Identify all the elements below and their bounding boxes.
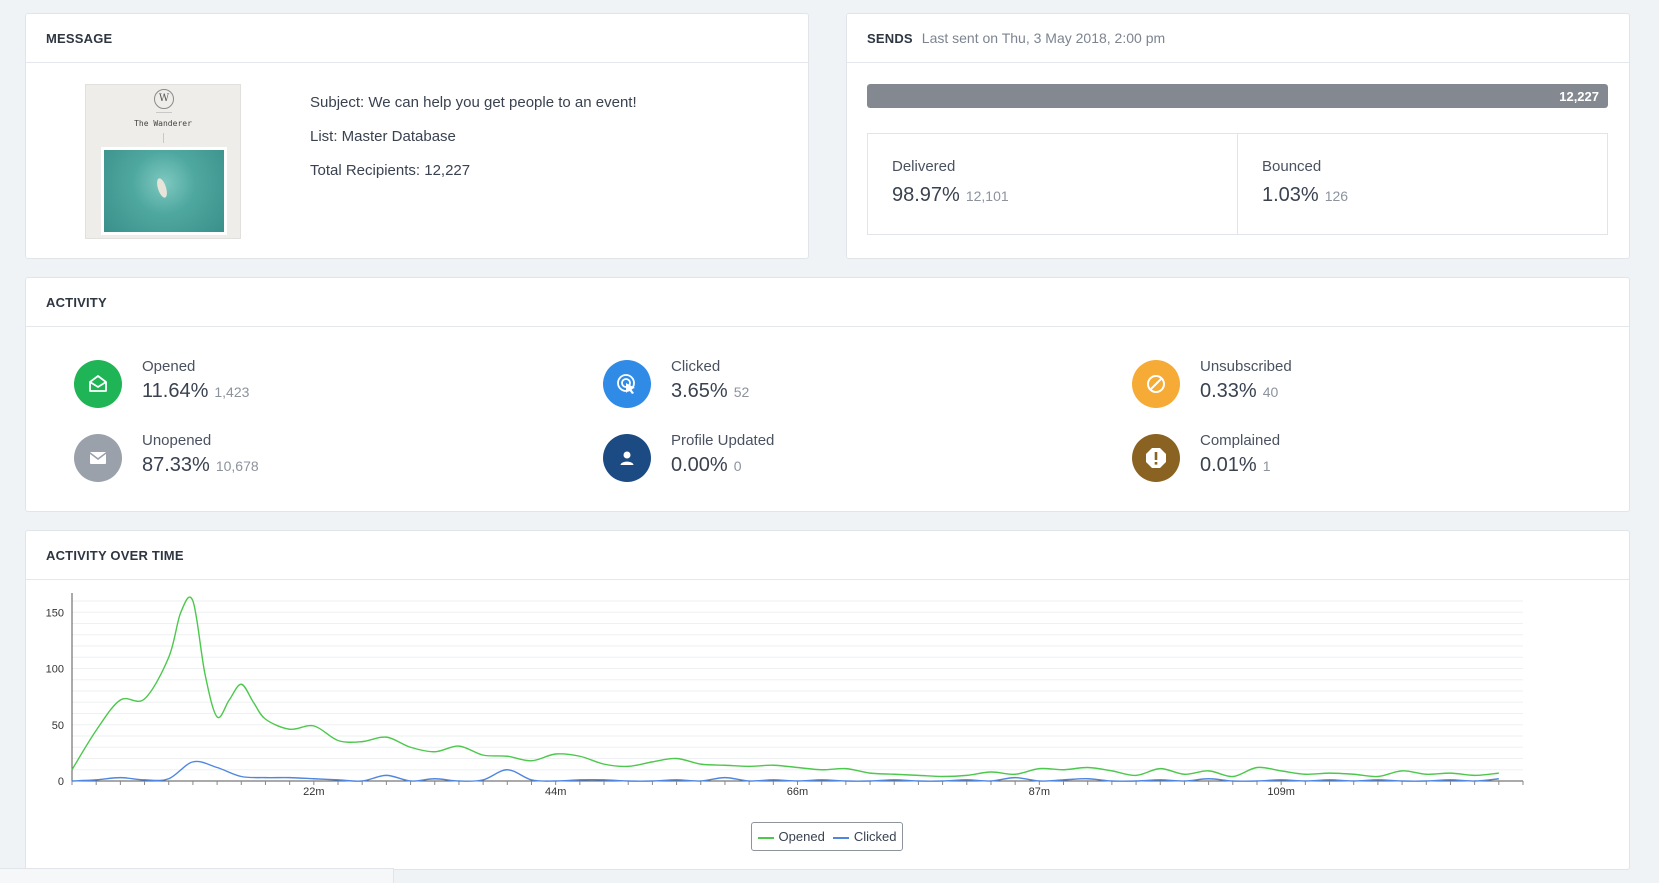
thumbnail-divider: [156, 112, 172, 113]
email-preview-thumbnail[interactable]: W The Wanderer: [85, 84, 241, 239]
legend-opened-label: Opened: [778, 829, 825, 844]
message-info: Subject: We can help you get people to a…: [310, 94, 637, 196]
unopened-count: 10,678: [215, 458, 259, 474]
unopened-percent: 87.33%: [142, 454, 210, 476]
clicked-count: 52: [733, 384, 750, 400]
opened-label: Opened: [142, 358, 196, 375]
sends-progress-label: 12,227: [1559, 88, 1599, 104]
activity-over-time-card: ACTIVITY OVER TIME 0 50 100 150 22m 44m 66m 87m…: [25, 530, 1630, 870]
envelope-open-icon: [74, 360, 122, 408]
activity-header: ACTIVITY: [26, 278, 1629, 327]
thumbnail-logo: W: [154, 89, 174, 109]
y-tick-label: 0: [58, 776, 64, 788]
profile-updated-percent: 0.00%: [671, 454, 728, 476]
unsubscribed-count: 40: [1262, 384, 1279, 400]
thumbnail-photo: [104, 150, 224, 232]
y-tick-label: 50: [52, 720, 64, 732]
alert-icon: [1132, 434, 1180, 482]
delivered-count: 12,101: [965, 188, 1009, 204]
activity-unsubscribed[interactable]: Unsubscribed 0.33% 40: [1132, 358, 1292, 408]
unopened-label: Unopened: [142, 432, 212, 449]
block-icon: [1132, 360, 1180, 408]
unsubscribed-label: Unsubscribed: [1200, 358, 1292, 375]
envelope-icon: [74, 434, 122, 482]
activity-clicked[interactable]: Clicked 3.65% 52: [603, 358, 749, 408]
complained-percent: 0.01%: [1200, 454, 1257, 476]
activity-unopened[interactable]: Unopened 87.33% 10,678: [74, 432, 259, 482]
activity-card: ACTIVITY Opened 11.64% 1,423 Clicked 3.65…: [25, 277, 1630, 512]
delivered-label: Delivered: [892, 158, 956, 175]
message-list: List: Master Database: [310, 128, 456, 145]
bounced-percent: 1.03%: [1262, 184, 1319, 206]
x-tick-label: 109m: [1267, 786, 1295, 798]
activity-line-chart: 0 50 100 150 22m 44m 66m 87m 109m: [46, 593, 1524, 798]
clicked-swatch: [832, 836, 849, 839]
x-tick-label: 44m: [545, 786, 566, 798]
sends-progress-fill: 12,227: [867, 84, 1608, 108]
complained-count: 1: [1262, 458, 1271, 474]
activity-opened[interactable]: Opened 11.64% 1,423: [74, 358, 249, 408]
message-header: MESSAGE: [26, 14, 808, 63]
activity-complained[interactable]: Complained 0.01% 1: [1132, 432, 1280, 482]
activity-profile-updated[interactable]: Profile Updated 0.00% 0: [603, 432, 774, 482]
sends-title: SENDS: [867, 30, 913, 46]
user-icon: [603, 434, 651, 482]
profile-updated-count: 0: [733, 458, 742, 474]
y-tick-label: 100: [46, 664, 64, 676]
bounced-stat: Bounced 1.03% 126: [1237, 133, 1608, 235]
pointer-click-icon: [603, 360, 651, 408]
sends-header: SENDS Last sent on Thu, 3 May 2018, 2:00…: [847, 14, 1629, 63]
bounced-label: Bounced: [1262, 158, 1322, 175]
opened-swatch: [757, 836, 774, 839]
thumbnail-photo-frame: [101, 147, 227, 235]
chart-series: [71, 596, 1499, 782]
profile-updated-label: Profile Updated: [671, 432, 775, 449]
thumbnail-brand-name: The Wanderer: [134, 119, 192, 128]
thumbnail-divider: [163, 133, 164, 143]
opened-count: 1,423: [214, 384, 250, 400]
unsubscribed-percent: 0.33%: [1200, 380, 1257, 402]
sends-card: SENDS Last sent on Thu, 3 May 2018, 2:00…: [846, 13, 1630, 259]
delivered-percent: 98.97%: [892, 184, 960, 206]
activity-title: ACTIVITY: [46, 294, 107, 310]
complained-label: Complained: [1200, 432, 1281, 449]
legend-opened[interactable]: Opened: [757, 829, 825, 844]
clicked-label: Clicked: [671, 358, 721, 375]
sends-progress-bar: 12,227: [867, 84, 1608, 108]
x-tick-label: 66m: [787, 786, 808, 798]
message-card: MESSAGE W The Wanderer Subject: We can h…: [25, 13, 809, 259]
message-title: MESSAGE: [46, 30, 113, 46]
message-recipients: Total Recipients: 12,227: [310, 162, 471, 179]
series-line-clicked: [71, 760, 1499, 782]
delivered-stat: Delivered 98.97% 12,101: [867, 133, 1238, 235]
bottom-scroll-strip: [0, 868, 394, 883]
clicked-percent: 3.65%: [671, 380, 728, 402]
legend-clicked-label: Clicked: [853, 829, 897, 844]
chart-grid: [72, 600, 1523, 771]
legend-clicked[interactable]: Clicked: [832, 829, 897, 844]
y-tick-label: 150: [46, 607, 64, 619]
x-tick-label: 22m: [303, 786, 324, 798]
boat-image: [155, 177, 169, 199]
bounced-count: 126: [1324, 188, 1349, 204]
opened-percent: 11.64%: [142, 380, 209, 402]
activity-over-time-header: ACTIVITY OVER TIME: [26, 531, 1629, 580]
activity-over-time-title: ACTIVITY OVER TIME: [46, 547, 184, 563]
chart-legend: Opened Clicked: [751, 822, 903, 851]
message-subject: Subject: We can help you get people to a…: [310, 94, 637, 111]
x-tick-label: 87m: [1029, 786, 1050, 798]
series-line-opened: [71, 596, 1499, 778]
last-sent-text: Last sent on Thu, 3 May 2018, 2:00 pm: [921, 30, 1166, 46]
